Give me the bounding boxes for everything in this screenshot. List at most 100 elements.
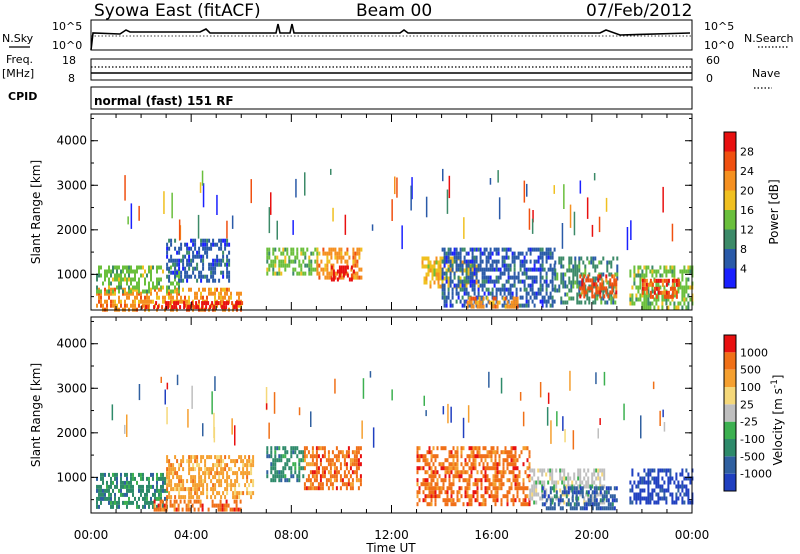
data-cell [134,299,136,304]
data-cell [452,458,455,463]
data-cell [496,446,499,451]
data-cell [141,305,144,310]
data-cell [551,303,554,308]
data-cell [154,496,156,501]
data-cell [435,268,438,273]
data-cell [318,263,321,268]
data-cell [116,269,118,274]
data-cell [428,490,431,495]
data-cell [423,280,426,285]
data-cell [233,305,236,310]
data-cell [170,242,173,247]
data-cell [430,466,433,471]
data-cell [168,483,171,488]
data-cell [144,500,146,505]
data-cell [486,490,489,495]
data-cell [496,474,499,479]
data-cell [246,487,249,492]
data-cell [240,303,242,308]
data-cell [651,476,654,481]
data-cell [284,462,287,467]
data-cell [176,471,179,476]
data-cell [223,305,226,310]
data-cell [463,303,466,308]
data-cell [583,294,586,299]
data-cell [157,507,160,512]
data-cell [332,247,335,252]
data-cell [535,247,538,252]
data-cell [657,290,660,295]
data-cell [514,474,517,479]
data-cell [683,265,686,270]
data-cell [587,468,590,473]
data-cell [206,278,209,283]
data-cell [130,303,132,308]
data-cell [198,250,201,255]
data-cell [284,247,287,252]
data-cell [290,251,293,256]
data-cell [309,486,312,491]
data-cell [541,299,544,304]
data-cell [272,267,275,272]
data-cell [543,279,546,284]
data-cell [176,295,178,300]
data-cell [214,475,217,480]
data-cell [485,287,488,292]
data-cell [304,271,307,276]
y-tick-label: 4000 [56,134,87,148]
data-cell [192,270,195,275]
data-cell [558,288,561,293]
data-cell [472,454,475,459]
data-cell [477,291,480,296]
data-cell [577,490,580,495]
data-cell [639,476,642,481]
data-cell [108,285,110,290]
data-cell [266,255,269,260]
data-cell [569,502,572,507]
data-cell [327,450,330,455]
data-cell [104,269,106,274]
data-cell [138,265,140,270]
data-cell [218,246,221,251]
data-cell [177,301,180,306]
data-cell [118,504,120,509]
data-cell [514,446,517,451]
data-cell [169,301,172,306]
data-cell [180,487,183,492]
data-cell [338,255,341,260]
data-cell [192,238,195,243]
data-cell [448,498,451,503]
data-cell [180,459,183,464]
data-cell [476,454,479,459]
data-cell [202,287,204,292]
data-cell [631,297,634,302]
data-cell [506,498,509,503]
data-cell [96,303,98,308]
date-title: 07/Feb/2012 [586,1,692,21]
data-cell [595,286,598,291]
data-cell [673,281,676,286]
data-cell [202,254,205,259]
data-cell [539,255,542,260]
data-cell [168,495,171,500]
data-cell [583,484,586,489]
data-cell [220,258,223,263]
data-cell [516,494,519,499]
data-cell [337,458,340,463]
data-cell [501,263,504,268]
data-cell [216,242,219,247]
data-cell [246,463,249,468]
data-cell [116,480,118,485]
data-cell [331,458,334,463]
data-cell [661,488,664,493]
data-cell [444,474,447,479]
data-cell [268,255,271,260]
data-cell [303,482,306,487]
data-cell [661,484,664,489]
data-cell [313,462,316,467]
data-cell [521,271,524,276]
data-cell [512,304,515,309]
data-cell [434,474,437,479]
data-cell [132,476,134,481]
data-cell [323,446,326,451]
